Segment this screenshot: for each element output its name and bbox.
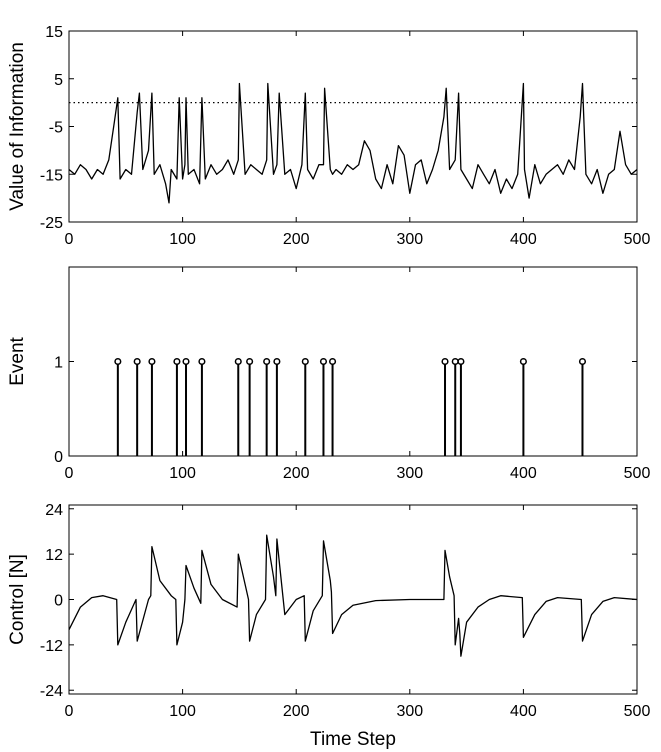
event-marker (451, 357, 459, 366)
chart-panel-1: 0 100 200 300 400 500 -25 -15 -5 5 15 Value of Info… (7, 24, 650, 248)
event-marker (246, 357, 254, 366)
y-tick-label: -5 (49, 120, 63, 137)
x-tick-label: 100 (169, 703, 196, 720)
x-axis-label: Time Step (310, 729, 396, 750)
x-tick-label: 200 (283, 231, 310, 248)
event-marker (457, 357, 465, 366)
y-axis-label: Control [N] (7, 554, 28, 645)
y-tick-label: -15 (40, 167, 63, 184)
event-marker (519, 357, 527, 366)
x-tick-label: 500 (624, 703, 651, 720)
y-tick-label: -12 (40, 638, 63, 655)
x-tick-label: 300 (396, 703, 423, 720)
y-tick-label: 24 (45, 502, 63, 519)
y-axis-label: Event (7, 336, 28, 385)
x-tick-label: 0 (65, 231, 74, 248)
event-marker (148, 357, 156, 366)
y-tick-label: -24 (40, 683, 63, 700)
event-marker (263, 357, 271, 366)
x-tick-label: 200 (283, 465, 310, 482)
x-tick-label: 100 (169, 465, 196, 482)
y-tick-label: 0 (54, 593, 63, 610)
x-tick-label: 0 (65, 465, 74, 482)
event-marker (133, 357, 141, 366)
series-line-1 (68, 534, 638, 657)
y-tick-label: -25 (40, 215, 63, 232)
event-marker (301, 357, 309, 366)
event-marker (319, 357, 328, 366)
y-tick-label: 15 (45, 24, 63, 41)
x-tick-label: 500 (624, 231, 651, 248)
x-tick-label: 200 (283, 703, 310, 720)
y-tick-label: 5 (54, 72, 63, 89)
y-tick-label: 1 (54, 355, 63, 372)
x-tick-label: 100 (169, 231, 196, 248)
chart-panel-2: 0 100 200 300 400 500 0 1 Event (7, 266, 651, 482)
event-marker (173, 357, 181, 366)
x-tick-label: 300 (396, 465, 423, 482)
x-tick-label: 0 (65, 703, 74, 720)
event-marker (198, 357, 206, 366)
x-tick-label: 500 (624, 465, 651, 482)
x-tick-label: 300 (396, 231, 423, 248)
series-line-1 (68, 82, 638, 204)
event-marker (578, 357, 587, 366)
x-tick-label: 400 (510, 703, 537, 720)
event-marker (182, 357, 190, 366)
event-marker (329, 357, 337, 366)
y-tick-label: 12 (45, 547, 63, 564)
event-marker (273, 357, 281, 366)
x-tick-label: 400 (510, 231, 537, 248)
y-tick-label: 0 (54, 449, 63, 466)
plot-area-frame (68, 30, 638, 223)
x-tick-label: 400 (510, 465, 537, 482)
event-marker (114, 357, 122, 366)
event-marker (441, 357, 449, 366)
event-marker (234, 357, 242, 366)
y-axis-label: Value of Information (7, 42, 28, 211)
chart-panel-3: 0 100 200 300 400 500 -24 -12 0 12 24 Control [N] Ti… (7, 502, 650, 750)
